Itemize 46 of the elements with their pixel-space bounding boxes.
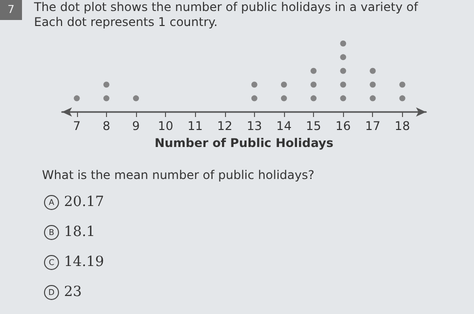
chart-title: The dot plot shows the number of public holidays in a variety of (34, 0, 418, 15)
point (340, 54, 346, 60)
text: A (44, 194, 59, 210)
x-tick-label: 14 (276, 119, 292, 133)
text: 7 (0, 0, 22, 20)
point (310, 82, 317, 88)
text: B (44, 224, 59, 240)
point (280, 82, 287, 88)
x-tick-label: 17 (365, 119, 380, 133)
x-tick-label: 16 (336, 119, 351, 133)
text: D (44, 284, 59, 300)
point (370, 82, 376, 88)
text: 14.19 (64, 254, 104, 270)
point (103, 82, 110, 88)
text: 23 (64, 284, 82, 300)
point (340, 82, 346, 88)
x-tick-label: 15 (306, 119, 322, 133)
point (251, 95, 258, 102)
chart-subtitle: Each dot represents 1 country. (34, 15, 219, 30)
point (340, 40, 346, 46)
x-tick-label: 18 (394, 119, 410, 133)
point (310, 95, 317, 102)
point (310, 68, 317, 74)
point (103, 95, 110, 102)
point (399, 82, 406, 88)
x-tick-label: 10 (158, 119, 174, 133)
x-tick-label: 11 (188, 119, 203, 133)
text: C (44, 254, 59, 270)
text: 20.17 (64, 194, 104, 210)
point (340, 95, 346, 102)
point (251, 82, 258, 88)
x-tick-label: 12 (217, 119, 232, 133)
point (370, 68, 376, 74)
point (399, 95, 406, 102)
x-tick-label: 7 (72, 119, 81, 133)
x-tick-label: 9 (132, 119, 140, 133)
point (132, 95, 139, 102)
point (370, 95, 376, 102)
x-axis-title: Number of Public Holidays (154, 136, 334, 150)
text: 18.1 (64, 224, 96, 240)
x-tick-label: 13 (246, 119, 262, 133)
x-tick-label: 8 (102, 119, 110, 133)
point (340, 68, 346, 74)
text: What is the mean number of public holidays? (42, 168, 314, 182)
point (280, 95, 287, 102)
point (74, 95, 80, 102)
